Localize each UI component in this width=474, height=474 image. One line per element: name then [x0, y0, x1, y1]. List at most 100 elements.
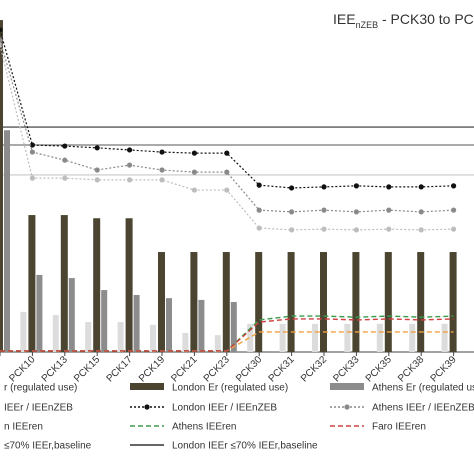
legend-label: Faro IEEren: [372, 422, 426, 433]
bar: [230, 302, 237, 352]
point: [0, 37, 3, 43]
x-tick-label: PCK19: [137, 354, 167, 384]
bar: [198, 299, 205, 352]
bar: [279, 323, 286, 352]
point: [289, 209, 295, 215]
point: [159, 167, 165, 173]
point: [191, 169, 197, 175]
point: [256, 207, 262, 213]
legend-label: r (regulated use): [4, 383, 77, 394]
bar: [320, 252, 327, 352]
point: [418, 227, 424, 233]
point: [353, 227, 359, 233]
point: [127, 177, 133, 183]
bar: [384, 252, 392, 352]
chart-title: IEEnZEB - PCK30 to PCK: [333, 11, 474, 30]
point: [62, 143, 68, 149]
legend-swatch: [344, 404, 350, 410]
point: [62, 157, 68, 163]
x-tick-label: PCK39: [429, 354, 459, 384]
bar: [166, 298, 172, 352]
bar: [417, 252, 425, 352]
bar: [52, 315, 59, 352]
legend-label: London IEEr / IEEnZEB: [172, 403, 277, 414]
bar: [247, 323, 254, 352]
bar: [68, 278, 75, 352]
bar: [441, 323, 448, 352]
point: [321, 184, 327, 190]
bar: [125, 218, 133, 352]
series-line: [0, 29, 454, 189]
x-tick-label: PCK31: [267, 354, 297, 384]
point: [224, 187, 230, 193]
point: [94, 177, 100, 183]
bar: [93, 218, 101, 352]
legend-swatch: [144, 404, 150, 410]
bar: [312, 323, 318, 352]
point: [29, 175, 35, 181]
bar: [352, 252, 360, 352]
point: [29, 142, 35, 148]
bar: [255, 252, 263, 352]
x-tick-label: PCK15: [72, 354, 102, 384]
bar: [28, 215, 36, 352]
point: [256, 182, 262, 188]
point: [321, 226, 327, 232]
bar: [409, 323, 416, 352]
point: [159, 149, 165, 155]
bar: [158, 252, 165, 352]
bar: [133, 294, 140, 352]
series-line: [0, 44, 454, 231]
x-tick-label: PCK33: [331, 354, 361, 384]
x-tick-label: PCK10: [7, 354, 37, 384]
legend-label: London IEEr ≤70% IEEr,baseline: [172, 441, 318, 452]
legend-label: Athens IEEren: [172, 422, 236, 433]
legend-swatch: [330, 383, 364, 390]
legend-label: Athens Er (regulated use): [372, 383, 474, 394]
point: [451, 226, 457, 232]
point: [451, 183, 457, 189]
point: [256, 225, 262, 231]
legend-label: London Er (regulated use): [172, 383, 288, 394]
bar: [101, 290, 108, 352]
point: [127, 147, 133, 153]
bar: [4, 130, 10, 352]
bar: [214, 335, 221, 352]
point: [353, 209, 359, 215]
bar: [60, 215, 68, 352]
point: [0, 27, 3, 33]
bar: [222, 252, 230, 352]
bar: [182, 332, 189, 352]
bar: [117, 322, 124, 352]
x-tick-label: PCK17: [105, 354, 135, 384]
point: [127, 162, 133, 168]
point: [418, 184, 424, 190]
point: [94, 145, 100, 151]
bar: [449, 252, 457, 352]
point: [191, 150, 197, 156]
x-tick-label: PCK35: [364, 354, 394, 384]
bar: [20, 311, 27, 352]
x-tick-label: PCK13: [40, 354, 70, 384]
series-line: [0, 39, 454, 213]
bar: [344, 323, 351, 352]
x-tick-label: PCK30: [234, 354, 264, 384]
bar: [287, 252, 295, 352]
point: [418, 209, 424, 215]
point: [289, 185, 295, 191]
bar: [36, 274, 43, 352]
legend-label: n IEEren: [4, 422, 43, 433]
legend-label: Athens IEEr / IEEnZEB: [372, 403, 474, 414]
legend-label: IEEr / IEEnZEB: [4, 403, 73, 414]
point: [451, 207, 457, 213]
point: [191, 187, 197, 193]
point: [353, 183, 359, 189]
legend-label: ≤70% IEEr,baseline: [4, 441, 92, 452]
point: [29, 149, 35, 155]
bar: [190, 252, 198, 352]
bar: [85, 322, 92, 352]
x-tick-label: PCK21: [169, 354, 199, 384]
x-tick-label: PCK32: [299, 354, 329, 384]
legend-swatch: [130, 383, 164, 390]
